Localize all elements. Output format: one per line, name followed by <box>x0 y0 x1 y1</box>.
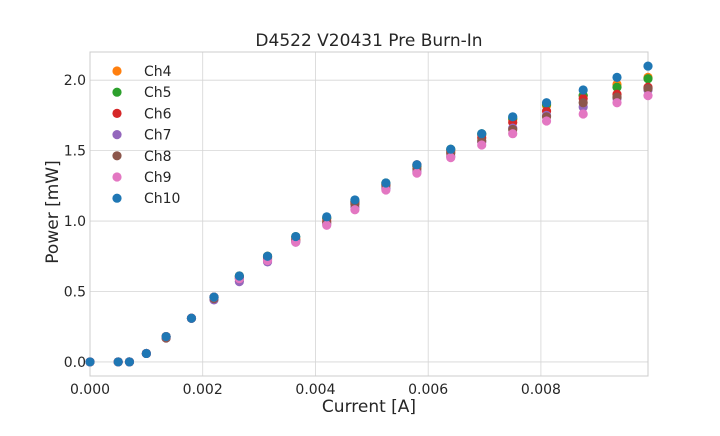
data-point <box>612 72 622 82</box>
legend-label: Ch6 <box>144 106 172 122</box>
data-point <box>508 112 518 122</box>
data-point <box>578 109 588 119</box>
x-tick-label: 0.004 <box>295 382 335 398</box>
legend-marker <box>112 87 122 97</box>
data-point <box>161 331 171 342</box>
y-tick-label: 1.0 <box>64 214 86 230</box>
data-point <box>643 91 653 101</box>
series-ch10 <box>85 61 653 367</box>
grid <box>89 52 648 376</box>
plot-frame <box>89 51 649 377</box>
data-point <box>477 140 487 150</box>
data-point <box>186 313 197 323</box>
data-point <box>124 357 135 367</box>
data-point <box>85 357 95 367</box>
legend: Ch4 Ch5 Ch6 Ch7 Ch8 Ch9 Ch10 <box>112 64 180 207</box>
legend-marker <box>112 130 122 140</box>
y-tick-label: 0.0 <box>64 355 86 371</box>
legend-marker <box>112 108 122 118</box>
data-point <box>350 195 360 205</box>
data-point <box>381 178 391 188</box>
legend-label: Ch7 <box>144 128 172 144</box>
data-point <box>508 129 518 139</box>
data-points <box>85 61 653 367</box>
data-point <box>381 185 391 195</box>
data-point <box>578 98 588 108</box>
data-point <box>412 168 422 178</box>
data-point <box>412 160 422 170</box>
data-point <box>643 84 653 94</box>
y-tick-label: 0.5 <box>64 284 86 300</box>
legend-marker <box>112 193 122 203</box>
data-point <box>643 61 653 71</box>
data-point <box>291 231 301 242</box>
data-point <box>541 116 552 126</box>
data-point <box>446 153 456 163</box>
legend-label: Ch8 <box>144 149 172 165</box>
data-point <box>113 357 123 367</box>
data-point <box>322 212 332 222</box>
x-tick-label: 0.002 <box>183 382 223 398</box>
data-point <box>209 292 219 302</box>
legend-label: Ch9 <box>144 170 172 186</box>
tick-labels: 0.000 0.002 0.004 0.006 0.008 0.0 0.5 1.0 1.5 2.0 <box>64 73 561 398</box>
data-point <box>612 98 622 108</box>
data-point <box>322 220 332 230</box>
data-point <box>643 74 653 84</box>
data-point <box>612 82 622 92</box>
data-point <box>477 129 487 139</box>
data-point <box>350 205 360 215</box>
x-tick-label: 0.000 <box>70 382 110 398</box>
y-axis-title: Power [mW] <box>43 160 63 263</box>
data-point <box>141 348 151 359</box>
x-tick-label: 0.008 <box>521 382 561 398</box>
legend-label: Ch10 <box>144 191 180 207</box>
data-point <box>446 144 456 154</box>
legend-marker <box>112 172 122 182</box>
legend-marker <box>112 151 122 161</box>
legend-label: Ch5 <box>144 85 172 101</box>
data-point <box>234 271 244 281</box>
y-tick-label: 2.0 <box>64 73 86 89</box>
y-tick-label: 1.5 <box>64 144 86 160</box>
data-point <box>541 98 552 108</box>
data-point <box>578 85 588 95</box>
data-point <box>262 251 273 261</box>
chart-title: D4522 V20431 Pre Burn-In <box>255 31 482 51</box>
x-axis-title: Current [A] <box>322 397 416 417</box>
x-tick-label: 0.006 <box>408 382 448 398</box>
legend-label: Ch4 <box>144 64 172 80</box>
legend-marker <box>112 66 122 76</box>
